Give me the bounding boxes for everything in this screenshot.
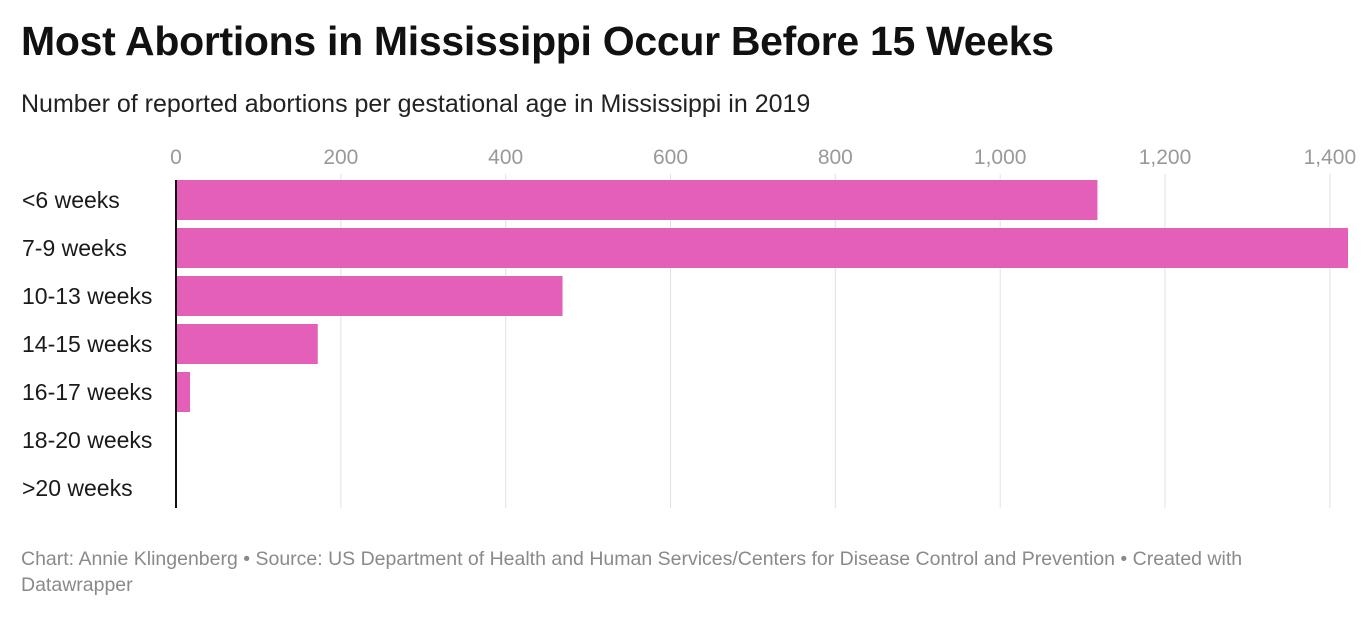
bar [176,372,191,412]
chart-footer: Chart: Annie Klingenberg • Source: US De… [21,548,1243,596]
bars [176,180,1348,412]
x-tick-label: 0 [170,146,182,169]
category-label: 16-17 weeks [22,379,152,405]
category-label: <6 weeks [22,187,120,213]
x-tick-label: 400 [488,146,523,169]
chart-subtitle: Number of reported abortions per gestati… [21,90,811,118]
x-axis-ticks: 0 200 400 600 800 1,000 1,200 1,400 [170,146,1356,169]
bar [176,228,1348,268]
category-label: >20 weeks [22,475,133,501]
x-tick-label: 1,400 [1304,146,1357,169]
category-label: 10-13 weeks [22,283,152,309]
x-tick-label: 1,200 [1139,146,1192,169]
x-tick-label: 200 [323,146,358,169]
x-tick-label: 600 [653,146,688,169]
x-tick-label: 1,000 [974,146,1027,169]
bar [176,276,563,316]
category-label: 7-9 weeks [22,235,127,261]
category-label: 18-20 weeks [22,427,152,453]
chart-title: Most Abortions in Mississippi Occur Befo… [21,18,1054,64]
bar [176,180,1098,220]
x-tick-label: 800 [818,146,853,169]
category-label: 14-15 weeks [22,331,152,357]
bar [176,324,318,364]
category-labels: <6 weeks 7-9 weeks 10-13 weeks 14-15 weeks 1… [22,187,152,501]
grid-lines [340,174,1331,508]
